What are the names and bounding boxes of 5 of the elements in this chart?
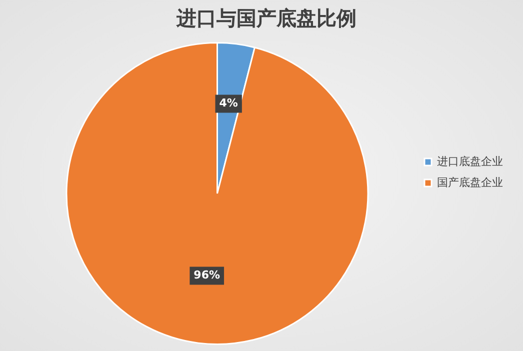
legend-label: 国产底盘企业 [437, 176, 503, 189]
chart-title: 进口与国产底盘比例 [176, 6, 356, 30]
legend-label: 进口底盘企业 [437, 154, 503, 168]
data-label: 4% [219, 96, 238, 110]
data-label: 96% [194, 268, 220, 282]
